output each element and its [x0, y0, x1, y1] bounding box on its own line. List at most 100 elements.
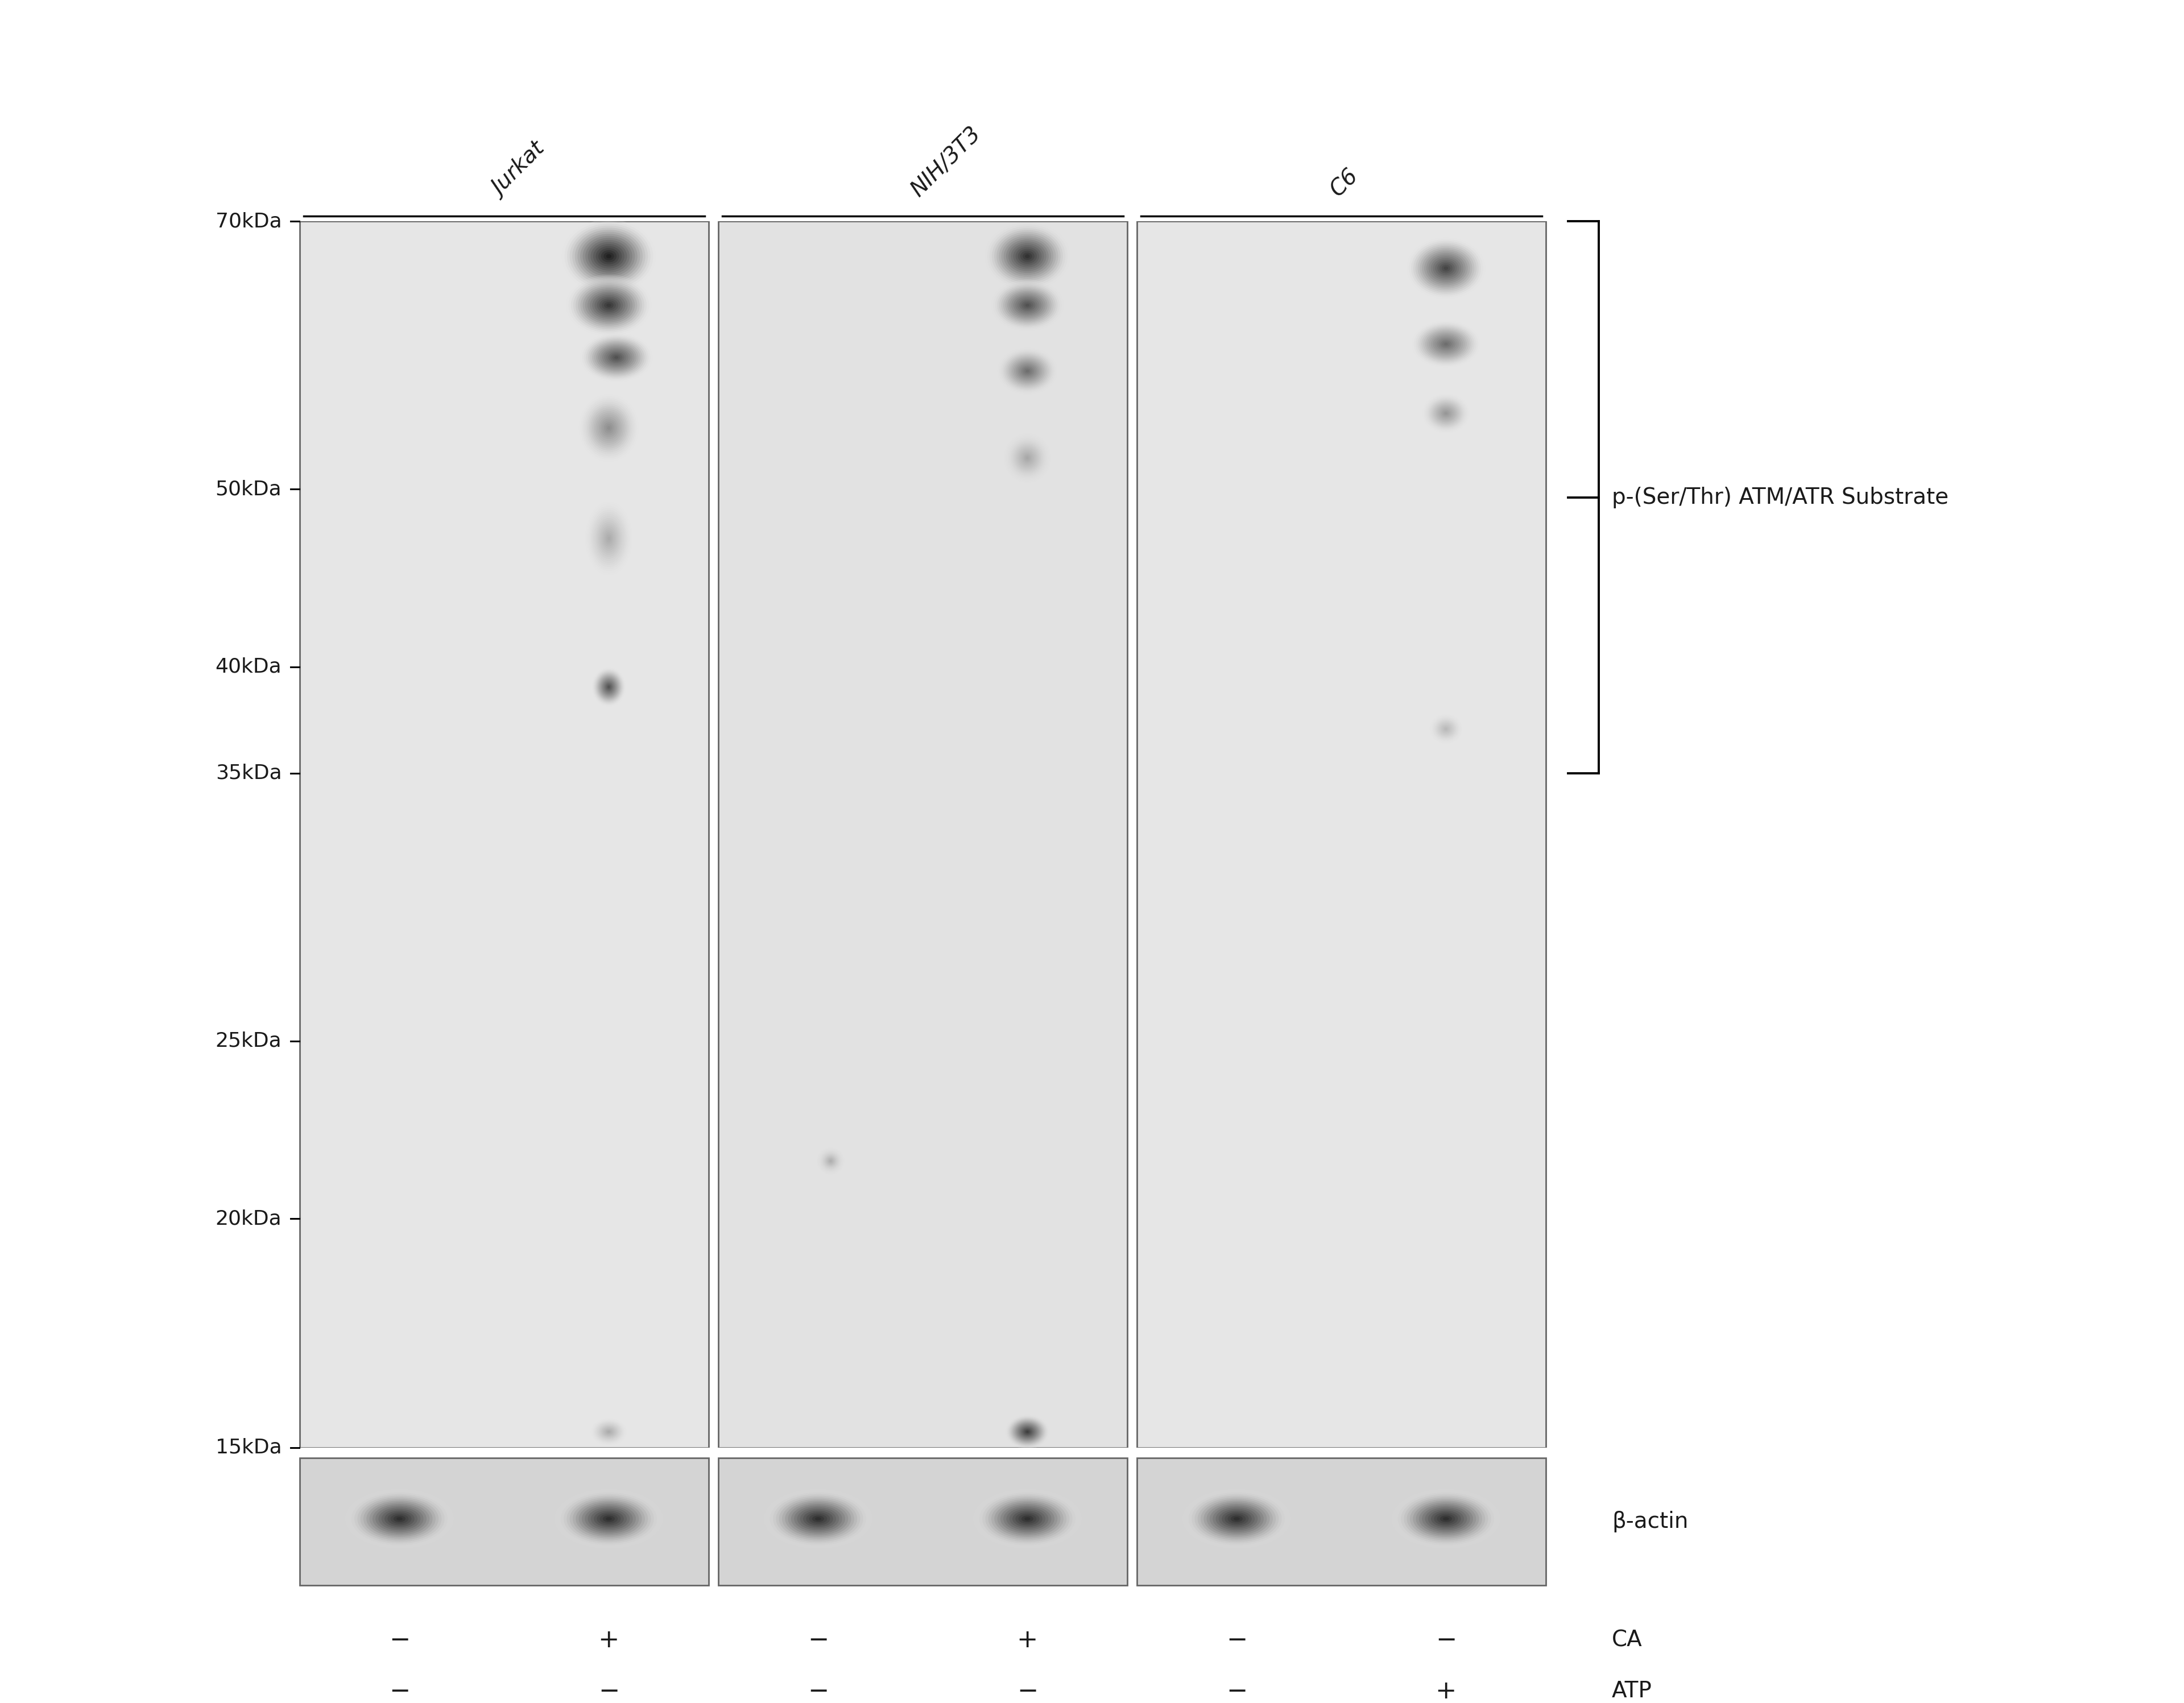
- Ellipse shape: [823, 1153, 839, 1170]
- Ellipse shape: [799, 1509, 836, 1529]
- Ellipse shape: [603, 421, 616, 436]
- Ellipse shape: [1007, 438, 1046, 479]
- Ellipse shape: [819, 1150, 843, 1173]
- Ellipse shape: [583, 235, 636, 276]
- Ellipse shape: [1230, 1516, 1243, 1522]
- Ellipse shape: [603, 1427, 616, 1437]
- Ellipse shape: [594, 514, 625, 564]
- Ellipse shape: [1219, 1509, 1256, 1529]
- Ellipse shape: [570, 225, 649, 286]
- Ellipse shape: [603, 681, 614, 693]
- Ellipse shape: [568, 276, 649, 334]
- Ellipse shape: [1022, 301, 1033, 310]
- Ellipse shape: [1020, 364, 1035, 378]
- Ellipse shape: [1024, 368, 1031, 373]
- Ellipse shape: [1431, 1511, 1461, 1528]
- Text: −: −: [808, 1628, 828, 1652]
- Text: p-(Ser/Thr) ATM/ATR Substrate: p-(Ser/Thr) ATM/ATR Substrate: [1612, 487, 1948, 507]
- Ellipse shape: [1007, 291, 1048, 320]
- Ellipse shape: [1020, 450, 1035, 467]
- Ellipse shape: [594, 295, 622, 315]
- Ellipse shape: [1435, 405, 1457, 422]
- Ellipse shape: [594, 1422, 622, 1442]
- Ellipse shape: [1009, 242, 1046, 271]
- Ellipse shape: [1024, 1429, 1031, 1434]
- Ellipse shape: [596, 245, 622, 266]
- Ellipse shape: [1018, 448, 1037, 468]
- Ellipse shape: [996, 283, 1059, 329]
- Ellipse shape: [1007, 1507, 1048, 1531]
- Ellipse shape: [605, 533, 614, 545]
- Ellipse shape: [605, 349, 629, 366]
- Text: 40kDa: 40kDa: [216, 657, 282, 676]
- Ellipse shape: [601, 1425, 618, 1439]
- Ellipse shape: [601, 1425, 616, 1437]
- Ellipse shape: [1431, 257, 1461, 281]
- Ellipse shape: [587, 504, 631, 574]
- Ellipse shape: [367, 1500, 432, 1536]
- Ellipse shape: [1024, 1517, 1031, 1521]
- Ellipse shape: [1022, 368, 1033, 375]
- Ellipse shape: [1422, 327, 1470, 361]
- Ellipse shape: [609, 353, 625, 363]
- Ellipse shape: [577, 1500, 642, 1536]
- Ellipse shape: [603, 1427, 614, 1436]
- Ellipse shape: [1192, 1494, 1282, 1543]
- Ellipse shape: [570, 278, 646, 332]
- Ellipse shape: [1426, 330, 1468, 358]
- Ellipse shape: [1026, 370, 1029, 373]
- Ellipse shape: [585, 1505, 633, 1533]
- Text: NIH/3T3: NIH/3T3: [909, 123, 985, 201]
- Ellipse shape: [607, 351, 627, 364]
- Ellipse shape: [391, 1514, 408, 1524]
- Ellipse shape: [592, 513, 627, 565]
- Ellipse shape: [1441, 266, 1450, 272]
- Ellipse shape: [592, 1419, 627, 1444]
- Ellipse shape: [590, 242, 627, 271]
- Ellipse shape: [1426, 254, 1465, 284]
- Ellipse shape: [596, 412, 622, 443]
- Ellipse shape: [572, 279, 644, 330]
- Ellipse shape: [767, 1490, 869, 1546]
- Ellipse shape: [994, 230, 1061, 283]
- Ellipse shape: [596, 416, 620, 441]
- Ellipse shape: [1437, 720, 1455, 737]
- Ellipse shape: [823, 1155, 836, 1168]
- Text: +: +: [1018, 1628, 1037, 1652]
- Ellipse shape: [1022, 453, 1033, 463]
- Ellipse shape: [1417, 247, 1474, 291]
- Ellipse shape: [998, 1502, 1057, 1536]
- Ellipse shape: [1020, 250, 1035, 262]
- Bar: [1138, 1458, 1546, 1585]
- Ellipse shape: [603, 422, 614, 434]
- Ellipse shape: [1435, 719, 1457, 739]
- Ellipse shape: [598, 249, 620, 264]
- Ellipse shape: [1007, 436, 1048, 480]
- Ellipse shape: [1420, 249, 1472, 290]
- Ellipse shape: [780, 1497, 856, 1540]
- Text: −: −: [1225, 1628, 1247, 1652]
- Ellipse shape: [579, 1502, 640, 1536]
- Ellipse shape: [1024, 455, 1031, 462]
- Ellipse shape: [817, 1148, 845, 1175]
- Ellipse shape: [566, 274, 651, 335]
- Ellipse shape: [1424, 1507, 1468, 1531]
- Ellipse shape: [992, 228, 1064, 284]
- Text: −: −: [389, 1628, 411, 1652]
- Ellipse shape: [603, 1429, 614, 1436]
- Ellipse shape: [1435, 335, 1457, 353]
- Ellipse shape: [607, 426, 612, 429]
- Ellipse shape: [1406, 238, 1485, 300]
- Ellipse shape: [1007, 354, 1048, 388]
- Ellipse shape: [826, 1156, 834, 1165]
- Ellipse shape: [1433, 402, 1459, 424]
- Ellipse shape: [1437, 262, 1455, 276]
- Ellipse shape: [1007, 240, 1048, 272]
- Ellipse shape: [585, 337, 646, 378]
- Ellipse shape: [1024, 303, 1029, 307]
- Ellipse shape: [1005, 237, 1051, 274]
- Ellipse shape: [592, 1420, 625, 1444]
- Ellipse shape: [596, 673, 620, 702]
- Ellipse shape: [590, 1509, 627, 1529]
- Ellipse shape: [983, 1494, 1072, 1543]
